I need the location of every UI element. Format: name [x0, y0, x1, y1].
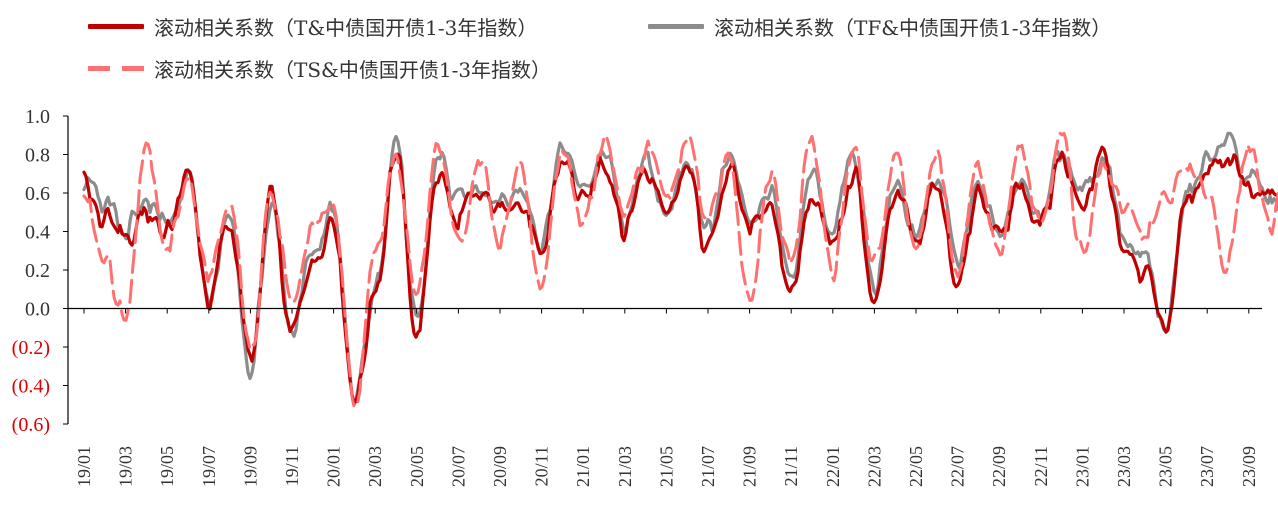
legend-label-t: 滚动相关系数（T&中债国开债1-3年指数） — [154, 16, 538, 40]
x-tick-label: 20/07 — [448, 446, 468, 487]
x-tick-label: 21/11 — [781, 446, 801, 486]
x-tick-label: 23/03 — [1114, 446, 1134, 487]
x-tick-label: 19/05 — [157, 446, 177, 487]
legend-item-tf: 滚动相关系数（TF&中债国开债1-3年指数） — [648, 12, 1111, 41]
series-line-t — [82, 145, 1278, 404]
x-tick-label: 20/11 — [532, 446, 552, 486]
x-tick-label: 19/11 — [282, 446, 302, 486]
y-tick-label: (0.6) — [12, 414, 50, 436]
x-tick-label: 21/09 — [740, 446, 760, 487]
x-tick-label: 22/05 — [906, 446, 926, 487]
x-tick-label: 23/07 — [1197, 446, 1217, 487]
legend-item-t: 滚动相关系数（T&中债国开债1-3年指数） — [88, 12, 537, 41]
legend-swatch-tf — [648, 24, 704, 29]
x-tick-label: 22/03 — [864, 446, 884, 487]
x-tick-label: 22/01 — [823, 446, 843, 487]
x-tick-label: 21/01 — [573, 446, 593, 487]
x-tick-label: 20/09 — [490, 446, 510, 487]
x-tick-label: 21/05 — [656, 446, 676, 487]
y-tick-label: 0.2 — [25, 260, 50, 282]
y-tick-label: 0.8 — [25, 145, 50, 167]
y-tick-label: (0.2) — [12, 337, 50, 359]
x-tick-label: 19/07 — [199, 446, 219, 487]
y-tick-label: 1.0 — [25, 106, 50, 128]
y-tick-label: 0.4 — [25, 222, 50, 244]
legend-label-tf: 滚动相关系数（TF&中债国开债1-3年指数） — [714, 16, 1112, 40]
series-layer — [82, 131, 1278, 408]
series-line-ts — [82, 131, 1278, 408]
x-tick-label: 23/01 — [1072, 446, 1092, 487]
legend-swatch-ts — [88, 66, 144, 71]
x-tick-label: 22/07 — [948, 446, 968, 487]
x-tick-label: 23/09 — [1239, 446, 1259, 487]
x-tick-label: 21/07 — [698, 446, 718, 487]
x-tick-label: 22/11 — [1031, 446, 1051, 486]
axes-layer: 1.0 0.8 0.6 0.4 0.2 0.0 (0.2) (0.4) (0.6) 19/01 19… — [12, 106, 1262, 487]
legend-item-ts: 滚动相关系数（TS&中债国开债1-3年指数） — [88, 54, 551, 83]
x-tick-label: 19/09 — [240, 446, 260, 487]
x-tick-label: 20/05 — [407, 446, 427, 487]
y-tick-label: 0.0 — [25, 299, 50, 321]
y-tick-label: 0.6 — [25, 183, 50, 205]
x-tick-label: 19/01 — [74, 446, 94, 487]
x-tick-label: 20/03 — [365, 446, 385, 487]
y-tick-label: (0.4) — [12, 376, 50, 398]
x-tick-label: 19/03 — [116, 446, 136, 487]
legend-label-ts: 滚动相关系数（TS&中债国开债1-3年指数） — [154, 58, 552, 82]
x-tick-label: 22/09 — [989, 446, 1009, 487]
x-tick-label: 21/03 — [615, 446, 635, 487]
x-tick-label: 20/01 — [324, 446, 344, 487]
legend-swatch-t — [88, 24, 144, 29]
x-tick-label: 23/05 — [1156, 446, 1176, 487]
legend: 滚动相关系数（T&中债国开债1-3年指数） 滚动相关系数（TF&中债国开债1-3… — [0, 0, 1278, 90]
